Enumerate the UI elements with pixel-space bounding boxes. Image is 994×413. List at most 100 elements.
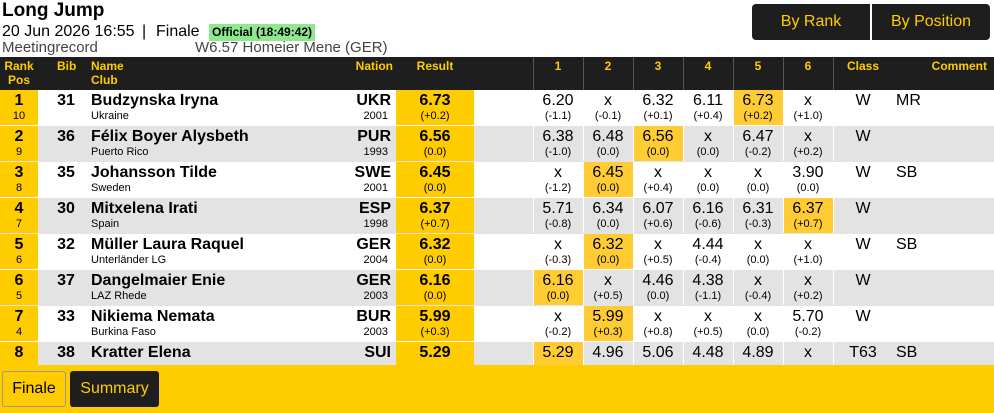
result: 5.29: [419, 344, 451, 361]
attempt-mark: x: [704, 128, 712, 145]
club: Unterländer LG: [91, 254, 167, 266]
start-position: 5: [15, 290, 23, 302]
col-separator: [833, 57, 834, 90]
attempt-wind: (-0.2): [744, 146, 772, 158]
attempt-mark: 6.16: [692, 200, 724, 217]
birth-year: 1998: [363, 218, 388, 230]
attempt-wind: (+0.4): [693, 110, 723, 122]
attempt-mark: x: [754, 164, 762, 181]
result-wind: (0.0): [423, 290, 447, 302]
attempt-wind: (-0.2): [544, 326, 572, 338]
attempt-wind: (+0.1): [643, 110, 673, 122]
col-separator: [833, 270, 834, 305]
athlete-name: Müller Laura Raquel: [91, 236, 244, 253]
nation: UKR: [356, 92, 391, 109]
col-header: Class: [846, 59, 880, 73]
result-row: 1 10 31 Budzynska Iryna Ukraine UKR 2001 6.73 (+…: [0, 90, 994, 126]
nation: GER: [356, 272, 391, 289]
col-separator: [783, 57, 784, 90]
attempt-wind: (-1.1): [694, 290, 722, 302]
status-badge: Official (18:49:42): [209, 24, 316, 41]
result-row: 8 38 Kratter Elena SUI 5.29 5.29 4.96 5.06 4.48 4…: [0, 342, 994, 365]
club: Spain: [91, 218, 120, 230]
result: 6.73: [419, 92, 451, 109]
attempt-mark: x: [654, 236, 662, 253]
view-button[interactable]: By Position: [872, 4, 990, 40]
start-position: 7: [15, 218, 23, 230]
attempt-mark: x: [754, 308, 762, 325]
attempt-mark: 6.48: [592, 128, 624, 145]
class: W: [855, 164, 871, 181]
attempt-mark: 4.46: [642, 272, 674, 289]
attempt-wind: (-0.8): [544, 218, 572, 230]
attempt-cell: [783, 306, 833, 341]
attempt-mark: 5.70: [792, 308, 824, 325]
birth-year: 2001: [363, 182, 388, 194]
event-title: Long Jump: [2, 0, 105, 21]
col-header: Club: [91, 73, 118, 87]
birth-year: 2004: [363, 254, 388, 266]
attempt-mark: x: [754, 272, 762, 289]
attempt-wind: (+0.2): [793, 146, 823, 158]
attempt-cell: [583, 234, 633, 269]
attempt-cell: [583, 342, 633, 365]
class: W: [855, 128, 871, 145]
attempt-wind: (+0.5): [593, 290, 623, 302]
attempt-mark: 4.38: [692, 272, 724, 289]
attempt-wind: (0.0): [596, 218, 620, 230]
rank-cell: [0, 270, 38, 305]
attempt-cell: [583, 126, 633, 161]
attempt-wind: (0.0): [696, 146, 720, 158]
attempt-cell: [683, 126, 733, 161]
result: 6.37: [419, 200, 451, 217]
attempt-cell: [683, 198, 733, 233]
col-header: 2: [604, 59, 612, 73]
bib: 33: [57, 308, 75, 325]
attempt-wind: (+0.5): [693, 326, 723, 338]
attempt-wind: (0.0): [746, 182, 770, 194]
tab[interactable]: Summary: [70, 371, 159, 407]
table-body: 1 10 31 Budzynska Iryna Ukraine UKR 2001 6.73 (+…: [0, 90, 994, 365]
attempt-wind: (-0.6): [694, 218, 722, 230]
class: W: [855, 200, 871, 217]
athlete-name: Budzynska Iryna: [91, 92, 219, 109]
attempt-wind: (-1.2): [544, 182, 572, 194]
result-wind: (0.0): [423, 254, 447, 266]
attempt-cell: [633, 198, 683, 233]
attempt-mark: x: [804, 92, 812, 109]
record-value: W6.57 Homeier Mene (GER): [195, 39, 388, 56]
attempt-mark: 5.99: [592, 308, 624, 325]
result-cell: [396, 198, 474, 233]
result-row: 2 9 36 Félix Boyer Alysbeth Puerto Rico PUR 19…: [0, 126, 994, 162]
col-header: Bib: [57, 59, 77, 73]
athlete-name: Dangelmaier Enie: [91, 272, 226, 289]
club: LAZ Rhede: [91, 290, 147, 302]
attempt-mark: 6.37: [792, 200, 824, 217]
attempt-mark: 6.38: [542, 128, 574, 145]
rank: 2: [14, 128, 24, 145]
attempt-cell: [733, 234, 783, 269]
attempt-wind: (0.0): [696, 182, 720, 194]
attempt-cell: [533, 198, 583, 233]
attempt-mark: 6.11: [693, 92, 723, 109]
attempt-mark: 4.96: [592, 344, 624, 361]
bib: 32: [57, 236, 75, 253]
round-name: Finale: [156, 23, 200, 40]
attempt-mark: 5.06: [642, 344, 674, 361]
rank: 7: [14, 308, 24, 325]
class: W: [855, 92, 871, 109]
col-header: Nation: [355, 59, 393, 73]
tab[interactable]: Finale: [2, 371, 66, 407]
result: 6.16: [419, 272, 451, 289]
attempt-cell: [733, 126, 783, 161]
result-wind: (0.0): [423, 182, 447, 194]
result: 6.56: [419, 128, 451, 145]
col-header: 6: [804, 59, 812, 73]
view-button[interactable]: By Rank: [752, 4, 870, 40]
attempt-cell: [533, 162, 583, 197]
attempt-mark: 5.29: [542, 344, 574, 361]
class: W: [855, 236, 871, 253]
record-label: Meetingrecord: [2, 39, 98, 56]
attempt-cell: [633, 90, 683, 125]
